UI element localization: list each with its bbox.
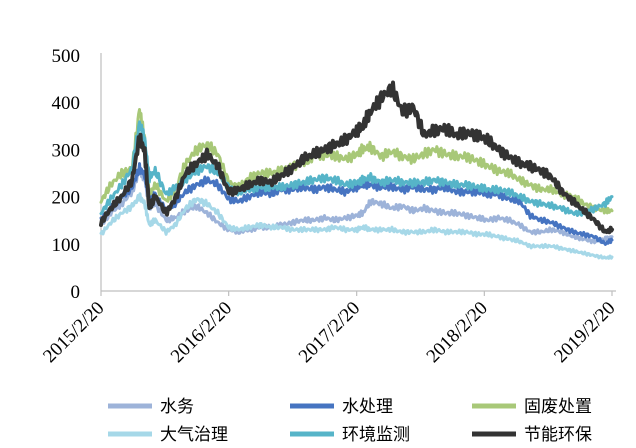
series-line-4 bbox=[99, 192, 614, 260]
y-axis: 0 100 200 300 400 500 bbox=[52, 46, 102, 303]
x-axis: 2015/2/20 2016/2/20 2017/2/20 2018/2/20 2019… bbox=[39, 290, 620, 367]
legend-label: 大气治理 bbox=[160, 425, 228, 445]
series-line-6 bbox=[99, 80, 614, 235]
legend-label: 水务 bbox=[160, 397, 194, 417]
x-tick-label: 2016/2/20 bbox=[167, 298, 236, 367]
y-tick-label: 0 bbox=[71, 282, 81, 303]
legend-label: 节能环保 bbox=[524, 425, 592, 445]
x-tick-label: 2015/2/20 bbox=[39, 298, 108, 367]
legend-label: 环境监测 bbox=[342, 425, 410, 445]
x-tick-label: 2018/2/20 bbox=[423, 298, 492, 367]
x-tick-label: 2017/2/20 bbox=[295, 298, 364, 367]
series-line-3 bbox=[99, 108, 614, 215]
y-tick-label: 500 bbox=[52, 46, 81, 67]
y-tick-label: 200 bbox=[52, 188, 81, 209]
series-line-5 bbox=[99, 120, 614, 217]
legend-label: 水处理 bbox=[342, 397, 393, 417]
y-tick-label: 400 bbox=[52, 93, 81, 114]
series-line-1 bbox=[99, 167, 614, 245]
x-tick-label: 2019/2/20 bbox=[550, 298, 619, 367]
y-tick-label: 300 bbox=[52, 140, 81, 161]
plot-area bbox=[99, 80, 614, 260]
y-tick-label: 100 bbox=[52, 235, 81, 256]
legend-label: 固废处置 bbox=[524, 397, 592, 417]
